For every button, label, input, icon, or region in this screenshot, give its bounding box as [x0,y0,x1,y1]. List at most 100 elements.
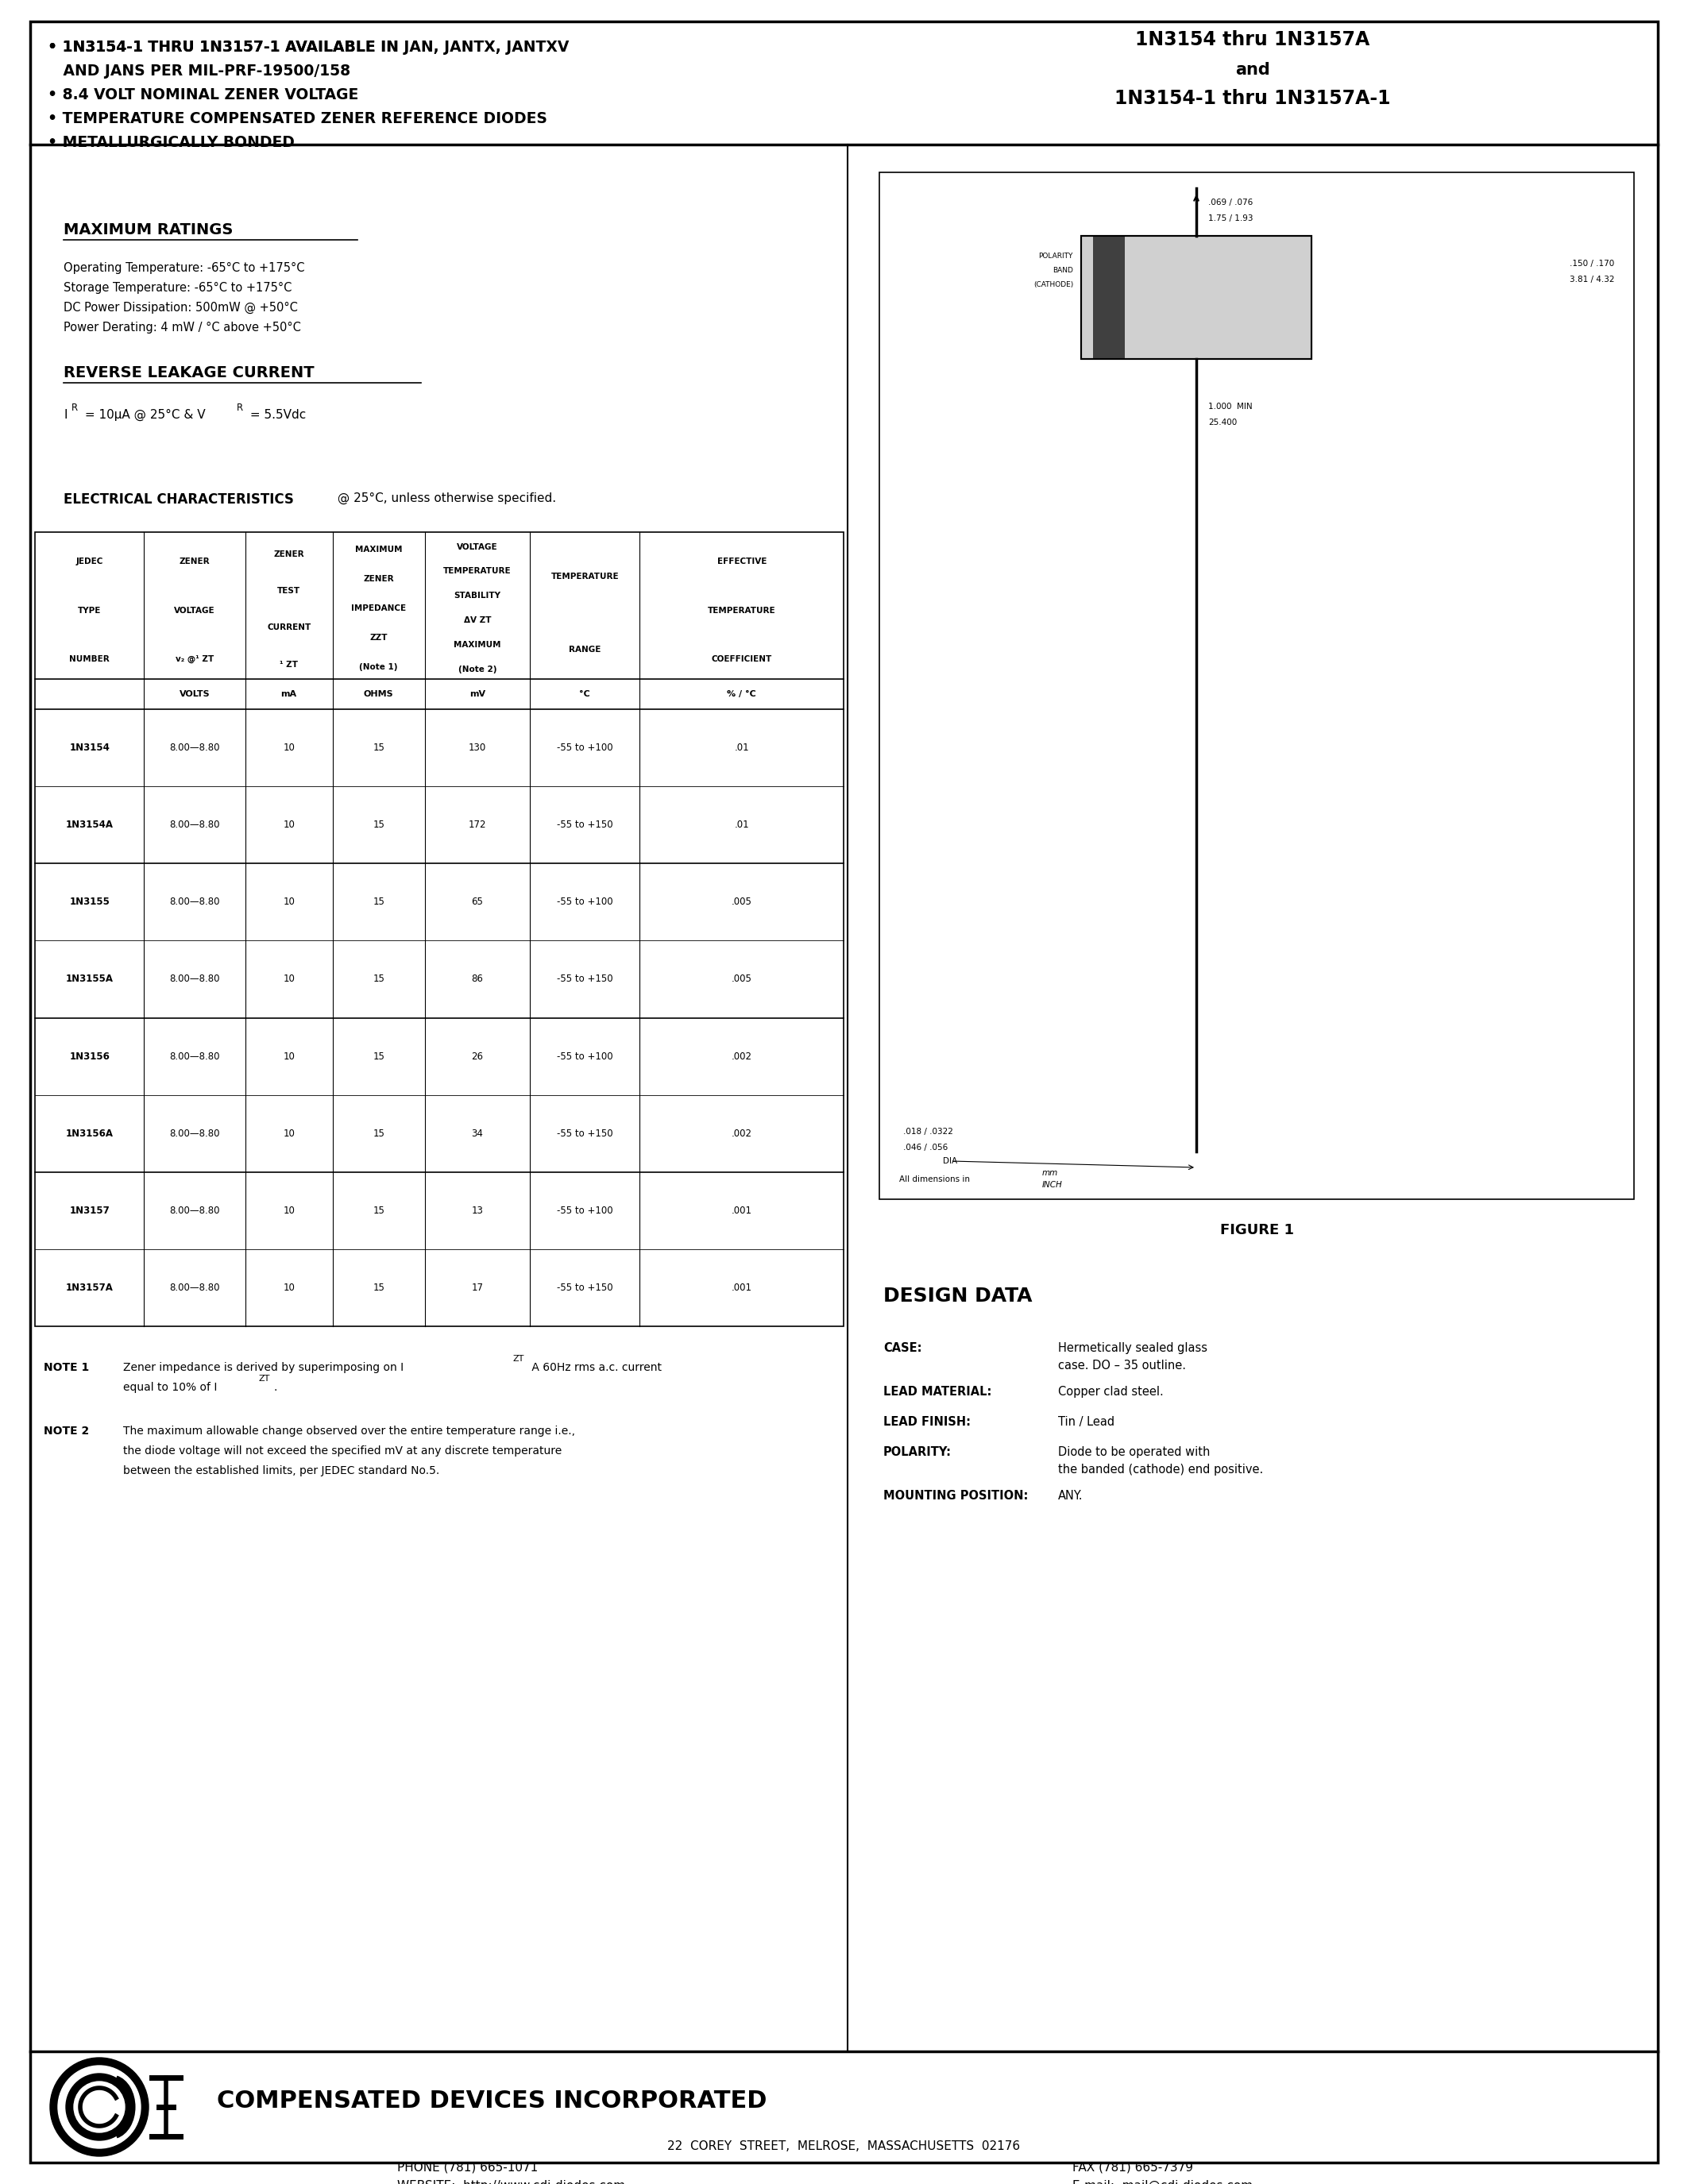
Text: CASE:: CASE: [883,1343,922,1354]
Text: 8.00—8.80: 8.00—8.80 [169,743,219,753]
Text: • 1N3154-1 THRU 1N3157-1 AVAILABLE IN: • 1N3154-1 THRU 1N3157-1 AVAILABLE IN [47,39,403,55]
Circle shape [51,2057,149,2156]
Text: EFFECTIVE: EFFECTIVE [717,557,766,566]
Text: -55 to +150: -55 to +150 [557,974,613,985]
Text: IMPEDANCE: IMPEDANCE [351,605,407,612]
Text: VOLTAGE: VOLTAGE [457,544,498,550]
Text: REVERSE LEAKAGE CURRENT: REVERSE LEAKAGE CURRENT [64,365,314,380]
Circle shape [57,2066,140,2149]
Text: 130: 130 [469,743,486,753]
Text: MOUNTING POSITION:: MOUNTING POSITION: [883,1489,1028,1503]
Text: DIA: DIA [944,1158,957,1164]
Text: TEST: TEST [277,587,300,594]
Bar [1094,236,1124,358]
Text: ZZT: ZZT [370,633,388,642]
Text: Tin / Lead: Tin / Lead [1058,1415,1114,1428]
Circle shape [66,2073,133,2140]
Text: 26: 26 [471,1051,483,1061]
Text: 1N3157: 1N3157 [69,1206,110,1216]
Text: 17: 17 [471,1282,483,1293]
Text: Operating Temperature: -65°C to +175°C: Operating Temperature: -65°C to +175°C [64,262,304,273]
Text: 10: 10 [284,1051,295,1061]
Text: 13: 13 [471,1206,483,1216]
Text: 1N3155A: 1N3155A [66,974,113,985]
Text: (CATHODE): (CATHODE) [1033,282,1074,288]
Text: 8.00—8.80: 8.00—8.80 [169,1129,219,1138]
Text: ZENER: ZENER [363,574,393,583]
Text: .150 / .170: .150 / .170 [1570,260,1614,269]
Text: 1N3155: 1N3155 [69,898,110,906]
Text: 25.400: 25.400 [1209,419,1237,426]
Text: The maximum allowable change observed over the entire temperature range i.e.,: The maximum allowable change observed ov… [123,1426,576,1437]
Text: 86: 86 [471,974,483,985]
Text: NUMBER: NUMBER [69,655,110,664]
Text: FAX (781) 665-7379: FAX (781) 665-7379 [1072,2160,1193,2173]
Text: case. DO – 35 outline.: case. DO – 35 outline. [1058,1361,1187,1372]
Text: ZENER: ZENER [179,557,209,566]
Text: .002: .002 [731,1129,753,1138]
Text: 15: 15 [373,1051,385,1061]
Text: POLARITY: POLARITY [1038,251,1074,260]
Text: .018 / .0322: .018 / .0322 [903,1127,954,1136]
Text: 1N3156: 1N3156 [69,1051,110,1061]
Text: CURRENT: CURRENT [267,625,311,631]
Text: mV: mV [469,690,484,699]
Text: 1.75 / 1.93: 1.75 / 1.93 [1209,214,1252,223]
Text: TEMPERATURE: TEMPERATURE [707,607,776,614]
Text: .01: .01 [734,743,749,753]
Text: v₂ @¹ ZT: v₂ @¹ ZT [176,655,214,664]
Text: .069 / .076: .069 / .076 [1209,199,1252,207]
Text: 15: 15 [373,974,385,985]
Text: 1N3154A: 1N3154A [66,819,113,830]
Text: 10: 10 [284,743,295,753]
Text: VOLTS: VOLTS [179,690,209,699]
Text: -55 to +150: -55 to +150 [557,1282,613,1293]
Text: Power Derating: 4 mW / °C above +50°C: Power Derating: 4 mW / °C above +50°C [64,321,300,334]
Text: 8.00—8.80: 8.00—8.80 [169,819,219,830]
Text: Zener impedance is derived by superimposing on I: Zener impedance is derived by superimpos… [123,1363,403,1374]
Text: equal to 10% of I: equal to 10% of I [123,1382,218,1393]
Text: mA: mA [280,690,297,699]
Text: 34: 34 [471,1129,483,1138]
Text: 15: 15 [373,898,385,906]
Text: BAND: BAND [1053,266,1074,273]
Text: Diode to be operated with: Diode to be operated with [1058,1446,1210,1459]
Text: LEAD FINISH:: LEAD FINISH: [883,1415,971,1428]
Text: FIGURE 1: FIGURE 1 [1220,1223,1293,1238]
Text: 1.000  MIN: 1.000 MIN [1209,402,1252,411]
Text: Hermetically sealed glass: Hermetically sealed glass [1058,1343,1207,1354]
Text: = 5.5Vdc: = 5.5Vdc [246,408,306,422]
Text: (Note 2): (Note 2) [457,666,496,673]
Text: JEDEC: JEDEC [76,557,103,566]
Text: (Note 1): (Note 1) [360,664,398,670]
Text: POLARITY:: POLARITY: [883,1446,952,1459]
Text: and: and [1236,61,1269,79]
Text: 1N3156A: 1N3156A [66,1129,113,1138]
Text: 8.00—8.80: 8.00—8.80 [169,1206,219,1216]
Text: the diode voltage will not exceed the specified mV at any discrete temperature: the diode voltage will not exceed the sp… [123,1446,562,1457]
Text: 65: 65 [471,898,483,906]
Text: DC Power Dissipation: 500mW @ +50°C: DC Power Dissipation: 500mW @ +50°C [64,301,297,314]
Text: .01: .01 [734,819,749,830]
Text: .005: .005 [731,898,751,906]
Text: LEAD MATERIAL:: LEAD MATERIAL: [883,1387,991,1398]
Text: E-mail:  mail@cdi-diodes.com: E-mail: mail@cdi-diodes.com [1072,2180,1252,2184]
Bar [1080,236,1312,358]
Text: -55 to +150: -55 to +150 [557,819,613,830]
Text: ¹ ZT: ¹ ZT [280,660,299,668]
Text: TYPE: TYPE [78,607,101,614]
Bar [1080,236,1312,358]
Text: ANY.: ANY. [1058,1489,1084,1503]
Text: .046 / .056: .046 / .056 [903,1144,949,1151]
Text: RANGE: RANGE [569,646,601,653]
Text: 8.00—8.80: 8.00—8.80 [169,1282,219,1293]
Text: % / °C: % / °C [728,690,756,699]
Text: 15: 15 [373,819,385,830]
Text: Storage Temperature: -65°C to +175°C: Storage Temperature: -65°C to +175°C [64,282,292,295]
Text: @ 25°C, unless otherwise specified.: @ 25°C, unless otherwise specified. [334,491,555,505]
Text: ELECTRICAL CHARACTERISTICS: ELECTRICAL CHARACTERISTICS [64,491,294,507]
Text: 15: 15 [373,1282,385,1293]
Text: .001: .001 [731,1282,753,1293]
Text: TEMPERATURE: TEMPERATURE [550,572,619,581]
Text: 1N3157A: 1N3157A [66,1282,113,1293]
